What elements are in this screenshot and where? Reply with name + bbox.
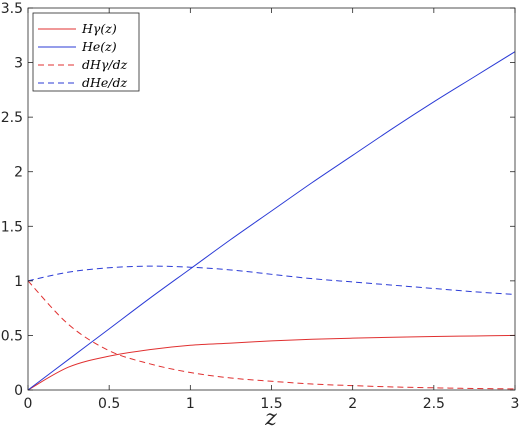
y-tick-label: 0	[14, 383, 23, 399]
y-tick-label: 1	[14, 274, 23, 290]
y-tick-label: 1.5	[1, 219, 23, 235]
legend-box	[32, 12, 140, 92]
x-tick-label: 0	[24, 396, 33, 412]
series-line-1	[27, 334, 516, 391]
x-tick-label: 1.5	[260, 396, 282, 412]
y-tick-label: 0.5	[1, 328, 23, 344]
x-tick-label: 3	[511, 396, 520, 412]
legend-label-4: dHe/dz	[82, 75, 128, 90]
y-tick-label: 3	[14, 56, 23, 72]
y-tick-label: 2	[14, 165, 23, 181]
x-tick-label: 2	[348, 396, 357, 412]
tick-layer: 0 0.5 1 1.5 2 2.5 3 0 0.5 1 1.5 2 2.5 3 3.5	[1, 1, 520, 412]
y-tick-label: 3.5	[1, 1, 23, 17]
series-line-4	[27, 265, 516, 295]
legend-label-3: dHγ/dz	[82, 57, 128, 72]
legend-label-2: He(z)	[81, 39, 117, 54]
x-tick-label: 0.5	[98, 396, 120, 412]
legend-label-1: Hγ(z)	[81, 21, 117, 36]
x-tick-label: 1	[186, 396, 195, 412]
x-tick-label: 2.5	[423, 396, 445, 412]
y-tick-label: 2.5	[1, 110, 23, 126]
series-line-3	[27, 280, 516, 390]
legend: Hγ(z) He(z) dHγ/dz dHe/dz	[32, 12, 140, 92]
series-line-2	[27, 51, 516, 391]
x-axis-label: z	[264, 406, 277, 431]
series-layer	[27, 51, 516, 391]
